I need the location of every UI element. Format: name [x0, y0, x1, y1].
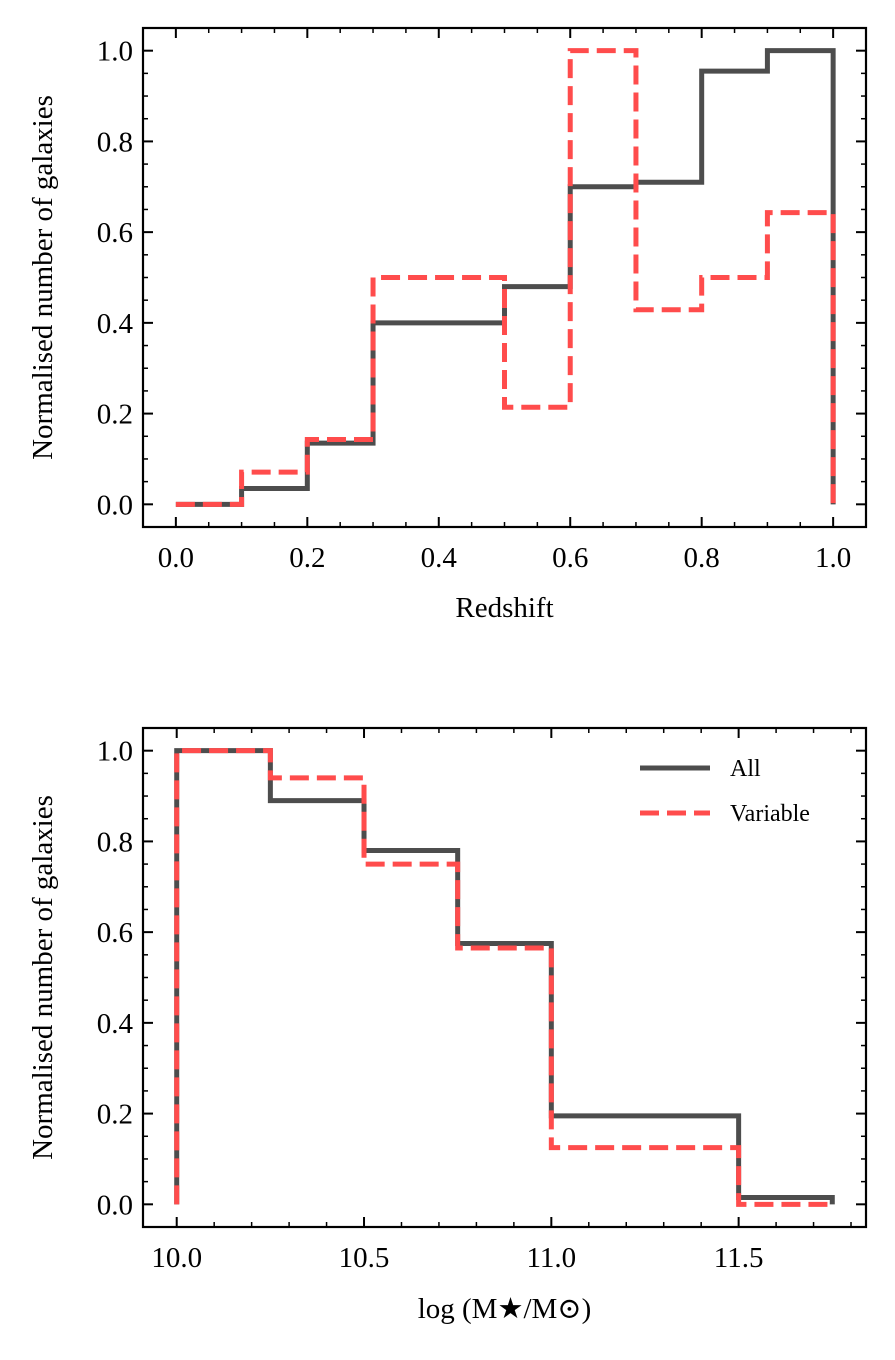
x-tick-label: 11.0 [526, 1242, 576, 1274]
panel-2: 10.0 10.5 11.0 11.5 0.0 0.2 0.4 0.6 0.8 1.0 log (M… [27, 726, 868, 1325]
x-tick-label: 0.0 [158, 542, 194, 574]
panel-1: 0.0 0.2 0.4 0.6 0.8 1.0 0.0 0.2 0.4 0.6 0.8 1.0 Reds… [27, 26, 868, 624]
x-tick-label: 11.5 [714, 1242, 764, 1274]
y-tick-label: 1.0 [97, 736, 133, 768]
series-all-line [175, 48, 836, 507]
x-tick-label: 0.8 [684, 542, 720, 574]
y-tick-label: 0.2 [97, 399, 133, 431]
legend: All Variable [640, 756, 810, 827]
series-variable-line [174, 748, 833, 1207]
y-tick-label: 0.8 [97, 126, 133, 158]
legend-label-variable: Variable [730, 801, 810, 827]
y-axis-label: Normalised number of galaxies [27, 95, 59, 460]
x-tick-label: 10.0 [151, 1242, 202, 1274]
x-tick-label: 10.5 [339, 1242, 390, 1274]
y-tick-label: 0.8 [97, 826, 133, 858]
series-variable-line [175, 48, 836, 507]
x-tick-label: 0.6 [552, 542, 588, 574]
x-tick-label: 0.2 [289, 542, 325, 574]
x-axis-label: Redshift [455, 592, 553, 624]
y-tick-label: 0.2 [97, 1099, 133, 1131]
x-tick-label: 1.0 [815, 542, 851, 574]
legend-label-all: All [730, 756, 761, 782]
y-tick-label: 1.0 [97, 36, 133, 68]
y-axis-label: Normalised number of galaxies [27, 795, 59, 1160]
y-tick-label: 0.4 [97, 308, 134, 340]
y-tick-label: 0.6 [97, 917, 133, 949]
x-tick-label: 0.4 [421, 542, 458, 574]
y-tick-label: 0.0 [97, 489, 133, 521]
y-tick-label: 0.4 [97, 1008, 134, 1040]
y-tick-label: 0.0 [97, 1189, 133, 1221]
x-axis-label: log (M★/M⊙) [418, 1293, 592, 1325]
y-tick-label: 0.6 [97, 217, 133, 249]
